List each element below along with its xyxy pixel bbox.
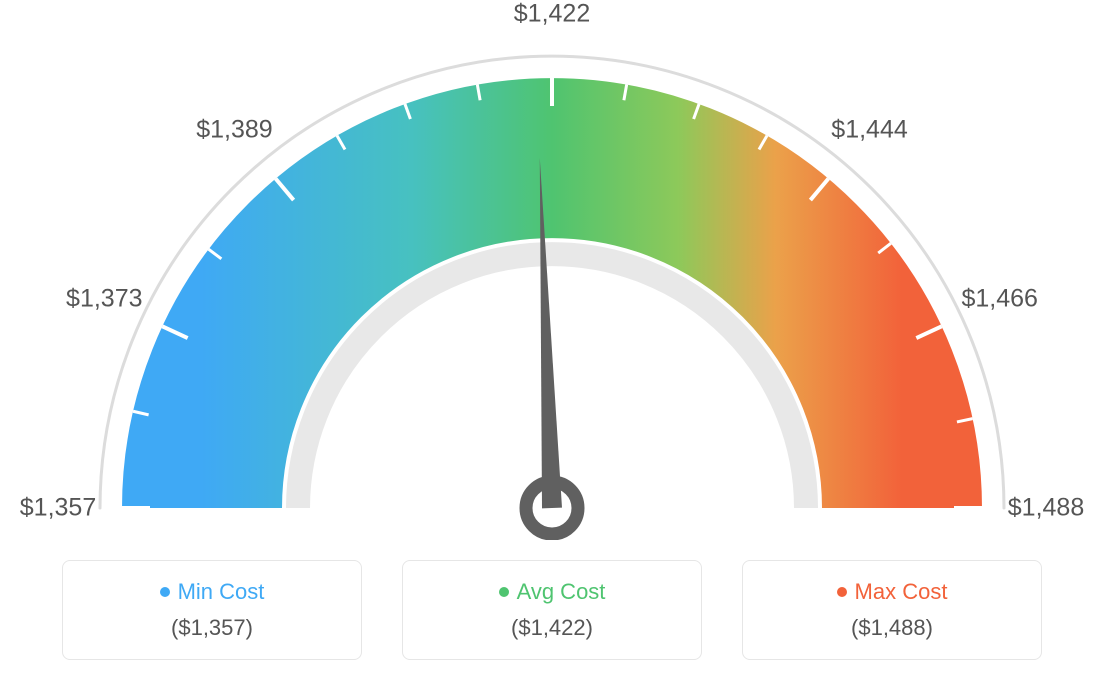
gauge-tick-label: $1,422 <box>514 0 590 29</box>
legend-label-avg: Avg Cost <box>517 579 606 605</box>
legend-card-avg: Avg Cost ($1,422) <box>402 560 702 660</box>
legend-value-max: ($1,488) <box>753 615 1031 641</box>
gauge-tick-label: $1,488 <box>1008 494 1084 523</box>
legend-dot-max <box>837 587 847 597</box>
gauge-tick-label: $1,466 <box>961 285 1037 314</box>
legend-dot-min <box>160 587 170 597</box>
gauge-tick-label: $1,444 <box>831 115 907 144</box>
legend-dot-avg <box>499 587 509 597</box>
gauge-tick-label: $1,357 <box>20 494 96 523</box>
gauge-svg <box>0 0 1104 540</box>
legend-value-avg: ($1,422) <box>413 615 691 641</box>
legend-label-min: Min Cost <box>178 579 265 605</box>
legend-title-max: Max Cost <box>837 579 948 605</box>
gauge-chart: $1,357 $1,373 $1,389 $1,422 $1,444 $1,466 $1,4… <box>0 0 1104 540</box>
legend-row: Min Cost ($1,357) Avg Cost ($1,422) Max … <box>0 560 1104 660</box>
legend-card-min: Min Cost ($1,357) <box>62 560 362 660</box>
gauge-tick-label: $1,389 <box>196 115 272 144</box>
legend-card-max: Max Cost ($1,488) <box>742 560 1042 660</box>
legend-label-max: Max Cost <box>855 579 948 605</box>
legend-value-min: ($1,357) <box>73 615 351 641</box>
legend-title-min: Min Cost <box>160 579 265 605</box>
gauge-tick-label: $1,373 <box>66 285 142 314</box>
legend-title-avg: Avg Cost <box>499 579 606 605</box>
